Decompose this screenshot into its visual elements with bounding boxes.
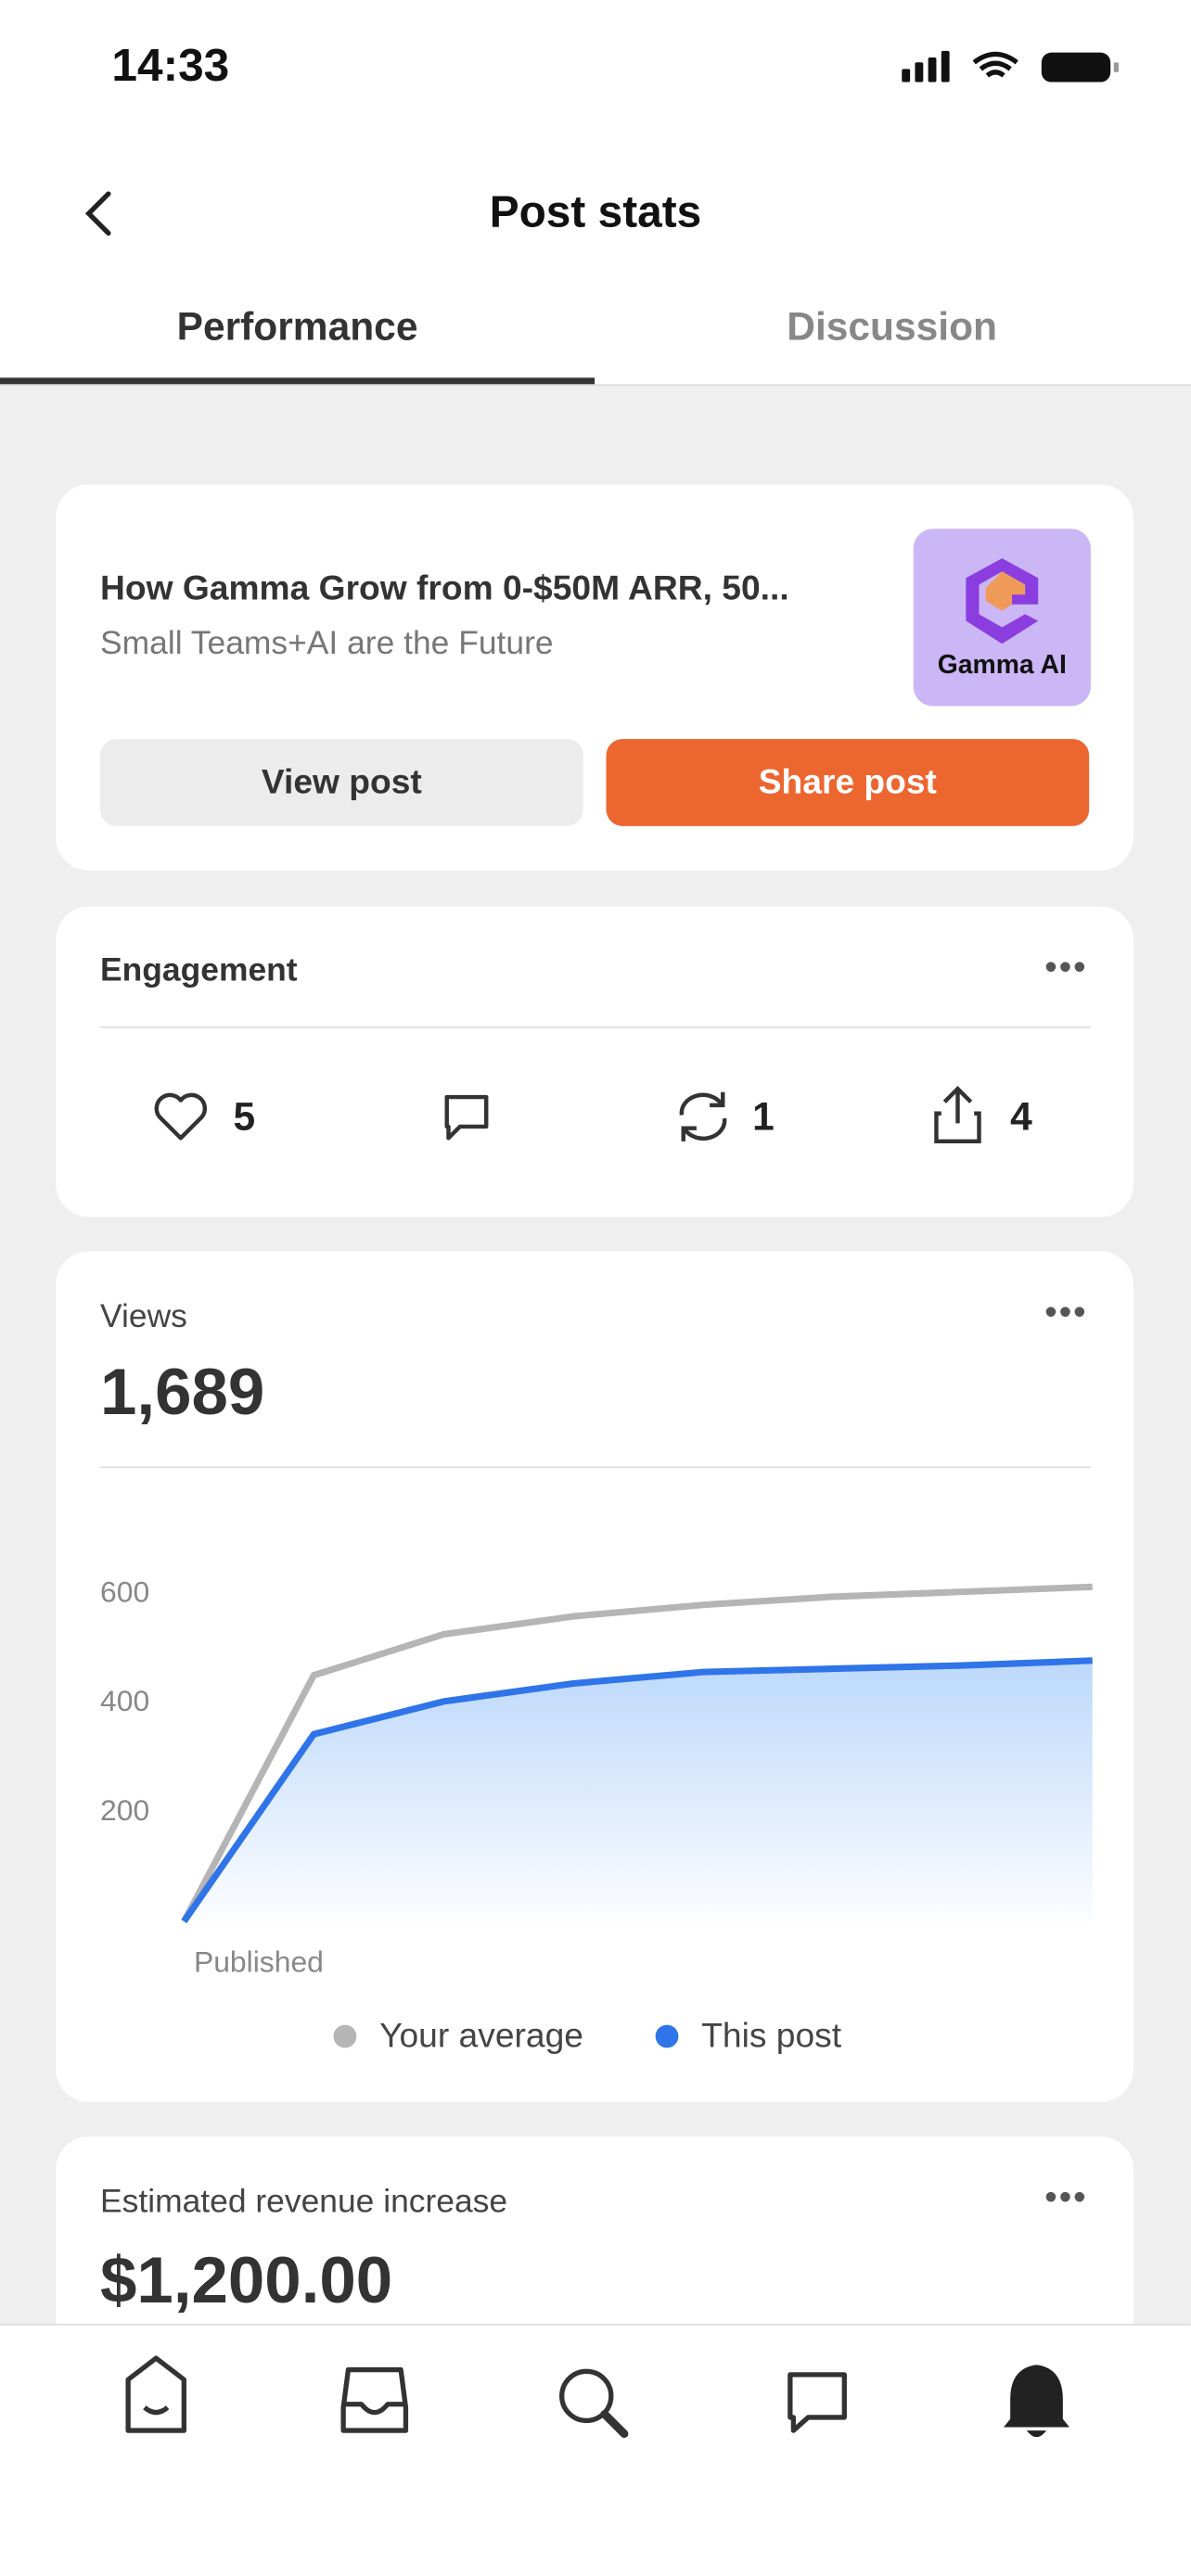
post-card: How Gamma Grow from 0-$50M ARR, 50... Sm… bbox=[56, 484, 1133, 871]
bottom-nav bbox=[0, 2323, 1191, 2576]
revenue-value: $1,200.00 bbox=[100, 2244, 393, 2317]
page-title: Post stats bbox=[489, 186, 702, 237]
share-post-button[interactable]: Share post bbox=[606, 738, 1090, 826]
post-logo: Gamma AI bbox=[913, 529, 1091, 707]
tab[interactable]: Performance bbox=[176, 305, 418, 351]
nav-icons bbox=[125, 2355, 1069, 2439]
status-time: 14:33 bbox=[111, 39, 230, 91]
engagement-card: Engagement ••• 5 1 4 bbox=[56, 906, 1133, 1218]
legend-label: Your average bbox=[379, 2016, 583, 2055]
legend-swatch bbox=[655, 2024, 679, 2048]
y-tick-label: 600 bbox=[100, 1575, 149, 1608]
views-card: Views ••• 1,689 200 400 600 Published Your a… bbox=[56, 1251, 1133, 2102]
restack-count: 1 bbox=[752, 1095, 775, 1141]
legend-label: This post bbox=[701, 2016, 842, 2055]
divider bbox=[100, 1466, 1091, 1469]
nav-chat[interactable] bbox=[788, 2372, 847, 2433]
post-title: How Gamma Grow from 0-$50M ARR, 50... bbox=[100, 569, 789, 608]
like-icon[interactable] bbox=[151, 1087, 211, 1146]
line bbox=[181, 1657, 1093, 1924]
nav-inbox[interactable] bbox=[340, 2366, 409, 2433]
views-label: Views bbox=[100, 1298, 187, 1335]
engagement-title: Engagement bbox=[100, 952, 298, 989]
tab-indicator bbox=[0, 377, 596, 385]
views-chart: 200 400 600 Published Your average This post bbox=[100, 1575, 1093, 2055]
view-post-button[interactable]: View post bbox=[100, 738, 583, 826]
status-icons bbox=[902, 50, 1120, 83]
nav-home[interactable] bbox=[125, 2355, 187, 2433]
back-button[interactable] bbox=[79, 189, 119, 238]
area bbox=[184, 1660, 1093, 1922]
legend-swatch bbox=[333, 2024, 357, 2048]
line bbox=[181, 1583, 1093, 1923]
logo-mark bbox=[966, 558, 1039, 644]
like-count: 5 bbox=[233, 1095, 256, 1141]
restack-icon[interactable] bbox=[673, 1087, 733, 1146]
y-tick-label: 200 bbox=[100, 1793, 149, 1827]
tab[interactable]: Discussion bbox=[787, 305, 998, 351]
post-subtitle: Small Teams+AI are the Future bbox=[100, 625, 554, 662]
more-button[interactable]: ••• bbox=[1044, 2175, 1088, 2217]
share-count: 4 bbox=[1010, 1095, 1032, 1141]
more-button[interactable]: ••• bbox=[1044, 946, 1088, 988]
divider bbox=[100, 1026, 1091, 1028]
y-tick-label: 400 bbox=[100, 1684, 149, 1717]
share-icon[interactable] bbox=[928, 1084, 988, 1146]
nav-search[interactable] bbox=[559, 2368, 629, 2439]
logo-label: Gamma AI bbox=[937, 652, 1067, 681]
revenue-label: Estimated revenue increase bbox=[100, 2184, 508, 2221]
comment-icon[interactable] bbox=[437, 1087, 496, 1146]
views-value: 1,689 bbox=[100, 1356, 265, 1429]
nav-notifications[interactable] bbox=[1004, 2365, 1069, 2438]
x-tick-label: Published bbox=[194, 1945, 324, 1979]
more-button[interactable]: ••• bbox=[1044, 1291, 1088, 1333]
